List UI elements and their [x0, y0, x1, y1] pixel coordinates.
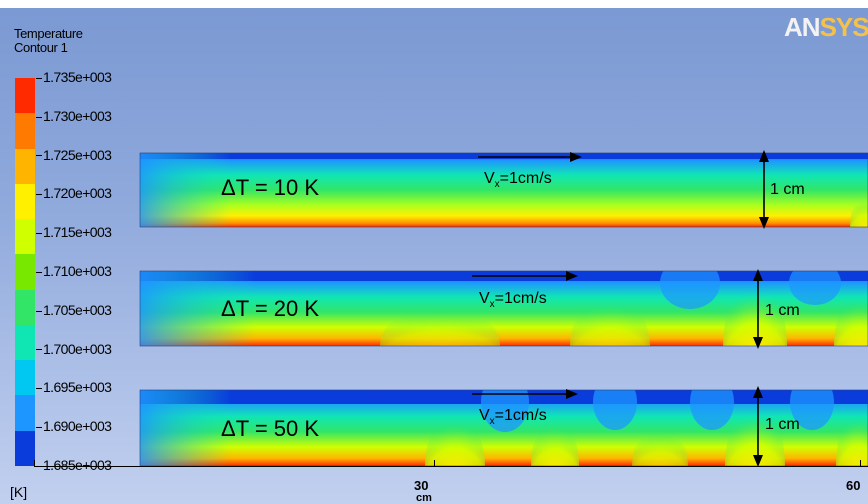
length-axis	[34, 466, 868, 467]
colorbar-tick-label: 1.710e+003	[36, 264, 112, 278]
colorbar-segment	[15, 289, 35, 326]
height-label-3: 1 cm	[765, 416, 800, 433]
height-arrow-1	[759, 150, 769, 229]
contour-panel-3	[140, 390, 868, 466]
velocity-label-2: Vx=1cm/s	[479, 290, 547, 311]
logo-suffix: SYS	[819, 12, 868, 42]
colorbar-segment	[15, 219, 35, 255]
legend-title: Temperature	[14, 26, 83, 41]
colorbar-tick-label: 1.700e+003	[36, 342, 112, 356]
colorbar-segment	[15, 113, 35, 150]
colorbar-tick-label: 1.725e+003	[36, 148, 112, 162]
colorbar-tick-label: 1.690e+003	[36, 419, 112, 433]
delta-t-label-3: ΔT = 50 K	[221, 416, 320, 441]
delta-t-label-1: ΔT = 10 K	[221, 175, 320, 200]
colorbar-segment	[15, 324, 35, 361]
velocity-arrow-1	[478, 152, 582, 162]
colorbar-tick-label: 1.735e+003	[36, 70, 112, 84]
colorbar-segment	[15, 254, 35, 291]
height-label-2: 1 cm	[765, 302, 800, 319]
delta-t-label-2: ΔT = 20 K	[221, 296, 320, 321]
ansys-logo: ANSYS	[784, 12, 868, 43]
colorbar-segment	[15, 360, 35, 396]
colorbar-tick-label: 1.715e+003	[36, 225, 112, 239]
colorbar-tick-label: 1.720e+003	[36, 186, 112, 200]
axis-tick-60	[860, 460, 861, 466]
height-arrow-3	[753, 386, 763, 467]
axis-tick-30	[434, 460, 435, 466]
legend-subtitle: Contour 1	[14, 40, 68, 55]
colorbar-segment	[15, 430, 35, 467]
logo-prefix: AN	[784, 12, 821, 42]
axis-label-30-unit: cm	[416, 492, 432, 504]
velocity-arrow-2	[472, 271, 578, 281]
velocity-arrow-3	[472, 389, 578, 399]
velocity-label-1: Vx=1cm/s	[484, 170, 552, 191]
colorbar-tick-label: 1.705e+003	[36, 303, 112, 317]
viewport-top-border	[0, 0, 868, 8]
velocity-label-3: Vx=1cm/s	[479, 407, 547, 428]
axis-tick-0	[34, 460, 35, 466]
contour-panel-2	[140, 271, 868, 346]
height-arrow-2	[753, 269, 763, 349]
legend-unit: [K]	[10, 484, 28, 500]
colorbar-tick-label: 1.695e+003	[36, 380, 112, 394]
colorbar-segment	[15, 148, 35, 185]
contour-panel-1	[140, 153, 868, 227]
height-label-1: 1 cm	[770, 181, 805, 198]
temperature-colorbar	[15, 78, 35, 467]
axis-label-60: 60	[846, 478, 861, 493]
colorbar-segment	[15, 183, 35, 220]
colorbar-segment	[15, 395, 35, 432]
colorbar-tick-label: 1.730e+003	[36, 109, 112, 123]
colorbar-segment	[15, 78, 35, 114]
axis-label-30: 30	[414, 478, 429, 493]
